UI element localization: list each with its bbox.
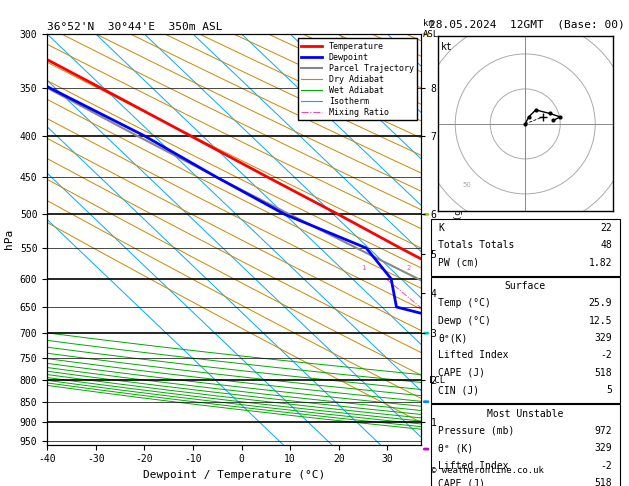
Text: 5: 5: [606, 385, 612, 395]
Text: 50: 50: [462, 182, 471, 188]
Text: CAPE (J): CAPE (J): [438, 368, 486, 378]
Text: Totals Totals: Totals Totals: [438, 240, 515, 250]
Text: Mixing Ratio (g/kg): Mixing Ratio (g/kg): [454, 188, 464, 291]
Text: Temp (°C): Temp (°C): [438, 298, 491, 308]
Text: Lifted Index: Lifted Index: [438, 461, 509, 471]
Bar: [431, 219, 620, 276]
Text: 329: 329: [594, 333, 612, 343]
Text: 518: 518: [594, 368, 612, 378]
Text: Dewp (°C): Dewp (°C): [438, 316, 491, 326]
Text: Surface: Surface: [504, 281, 546, 291]
Text: © weatheronline.co.uk: © weatheronline.co.uk: [431, 466, 543, 475]
Text: 25.9: 25.9: [589, 298, 612, 308]
Text: Lifted Index: Lifted Index: [438, 350, 509, 361]
Text: LCL: LCL: [429, 376, 445, 385]
Text: Pressure (mb): Pressure (mb): [438, 426, 515, 436]
Text: CIN (J): CIN (J): [438, 385, 479, 395]
Text: 12.5: 12.5: [589, 316, 612, 326]
Text: CAPE (J): CAPE (J): [438, 478, 486, 486]
Bar: [431, 277, 620, 403]
Text: kt: kt: [441, 42, 453, 52]
Y-axis label: hPa: hPa: [4, 229, 14, 249]
Bar: [431, 404, 620, 486]
Text: Most Unstable: Most Unstable: [487, 409, 564, 418]
Text: -2: -2: [600, 350, 612, 361]
Text: 1.82: 1.82: [589, 258, 612, 268]
Text: PW (cm): PW (cm): [438, 258, 479, 268]
Text: 972: 972: [594, 426, 612, 436]
Text: -2: -2: [600, 461, 612, 471]
Text: 2: 2: [407, 265, 411, 271]
Text: 22: 22: [600, 223, 612, 233]
Text: 36°52'N  30°44'E  350m ASL: 36°52'N 30°44'E 350m ASL: [47, 22, 223, 32]
Text: K: K: [438, 223, 444, 233]
Text: 518: 518: [594, 478, 612, 486]
Text: θᵉ(K): θᵉ(K): [438, 333, 468, 343]
Legend: Temperature, Dewpoint, Parcel Trajectory, Dry Adiabat, Wet Adiabat, Isotherm, Mi: Temperature, Dewpoint, Parcel Trajectory…: [298, 38, 417, 121]
Text: 1: 1: [361, 265, 365, 271]
X-axis label: Dewpoint / Temperature (°C): Dewpoint / Temperature (°C): [143, 470, 325, 480]
Text: 48: 48: [600, 240, 612, 250]
Text: θᵉ (K): θᵉ (K): [438, 443, 474, 453]
Text: 329: 329: [594, 443, 612, 453]
Text: 28.05.2024  12GMT  (Base: 00): 28.05.2024 12GMT (Base: 00): [429, 19, 625, 30]
Text: km
ASL: km ASL: [423, 19, 440, 39]
